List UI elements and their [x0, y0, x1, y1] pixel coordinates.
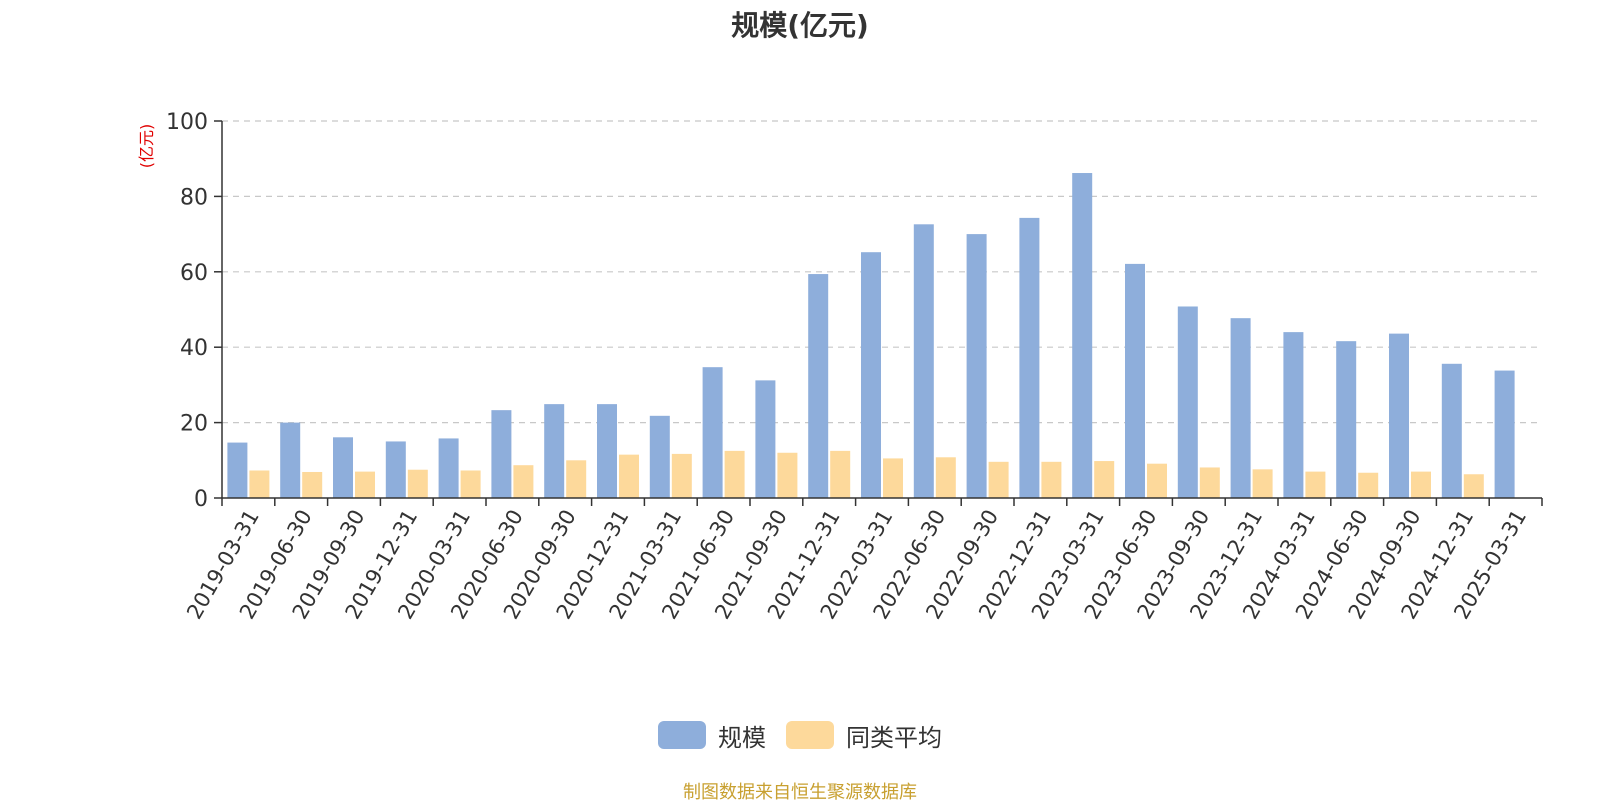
- bar-scale: [1125, 263, 1145, 498]
- bar-category-average: [1252, 469, 1273, 498]
- bar-scale: [808, 274, 829, 498]
- bar-scale: [913, 224, 934, 498]
- bar-category-average: [407, 469, 428, 498]
- source-note: 制图数据来自恒生聚源数据库: [683, 782, 917, 803]
- bar-category-average: [988, 461, 1009, 498]
- legend-item-series-1[interactable]: 规模: [658, 720, 766, 752]
- bar-scale: [1072, 173, 1093, 498]
- bar-category-average: [460, 470, 481, 498]
- y-tick-label: 40: [180, 336, 208, 361]
- bar-category-average: [619, 454, 639, 498]
- y-tick-label: 80: [180, 185, 208, 210]
- bar-scale: [1283, 332, 1304, 498]
- bar-scale: [1230, 318, 1251, 498]
- bar-scale: [1177, 306, 1198, 498]
- bar-scale: [280, 422, 301, 498]
- bar-scale: [227, 442, 248, 498]
- legend-swatch: [786, 721, 834, 749]
- bar-scale: [702, 367, 723, 498]
- bar-scale: [597, 404, 617, 498]
- bar-scale: [1389, 333, 1409, 498]
- bar-scale: [1441, 363, 1462, 498]
- bar-category-average: [249, 470, 270, 498]
- bar-category-average: [566, 460, 587, 498]
- bar-category-average: [1305, 471, 1326, 498]
- bar-category-average: [724, 450, 745, 498]
- bar-category-average: [1041, 461, 1062, 498]
- bar-scale: [1494, 370, 1515, 498]
- bar-category-average: [1358, 472, 1379, 498]
- bar-scale: [966, 234, 987, 498]
- bar-scale: [1336, 341, 1357, 498]
- bar-scale: [385, 441, 406, 498]
- bar-scale: [649, 415, 670, 498]
- legend-swatch: [658, 721, 706, 749]
- gridlines: [222, 120, 1542, 424]
- bar-category-average: [513, 465, 534, 498]
- y-axis-label: (亿元): [137, 124, 156, 169]
- bar-category-average: [777, 452, 798, 498]
- axes: [214, 120, 1543, 506]
- bar-category-average: [1199, 467, 1220, 498]
- bar-category-average: [830, 450, 851, 498]
- bar-category-average: [671, 453, 692, 498]
- bar-category-average: [935, 457, 956, 498]
- bar-category-average: [883, 458, 903, 498]
- bars: [227, 173, 1515, 498]
- bar-scale: [333, 437, 353, 498]
- bar-scale: [438, 438, 459, 498]
- tick-labels: 020406080100(亿元)2019-03-312019-06-302019…: [137, 110, 1531, 623]
- bar-scale: [755, 380, 776, 498]
- legend-label: 规模: [718, 723, 766, 752]
- y-tick-label: 60: [180, 261, 208, 286]
- chart-title: 规模(亿元): [731, 9, 869, 42]
- bar-scale: [1019, 217, 1040, 498]
- y-tick-label: 100: [166, 110, 208, 135]
- legend-item-series-2[interactable]: 同类平均: [786, 720, 942, 752]
- bar-scale: [861, 252, 881, 498]
- legend-label: 同类平均: [846, 723, 942, 752]
- bar-category-average: [1147, 463, 1167, 498]
- y-tick-label: 0: [194, 487, 208, 512]
- bar-category-average: [1411, 471, 1431, 498]
- bar-category-average: [355, 471, 375, 498]
- bar-category-average: [1463, 474, 1484, 498]
- bar-scale: [491, 410, 512, 498]
- bar-scale: [544, 404, 565, 498]
- y-tick-label: 20: [180, 412, 208, 437]
- bar-category-average: [1094, 461, 1115, 498]
- bar-category-average: [302, 471, 323, 498]
